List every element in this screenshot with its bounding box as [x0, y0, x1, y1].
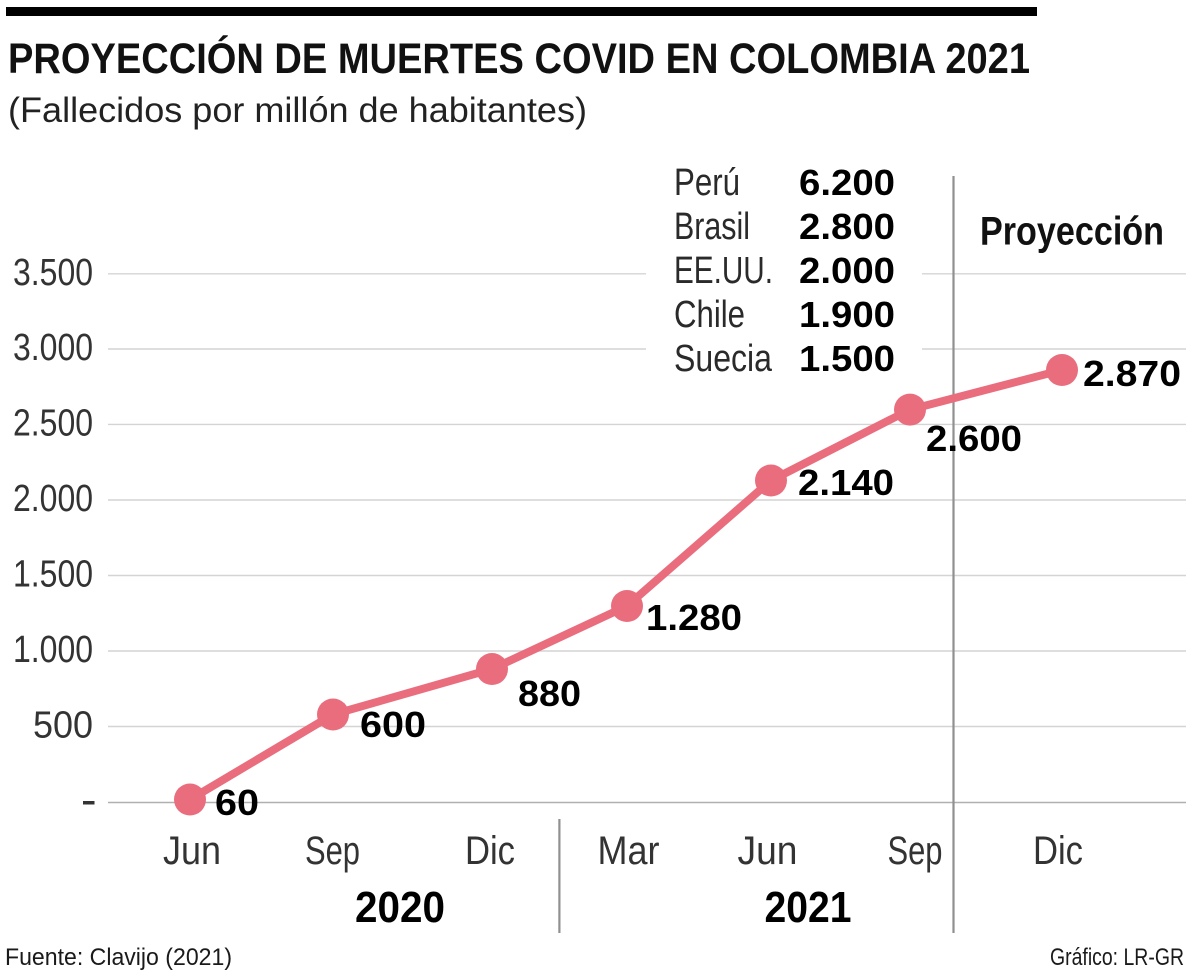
svg-text:Proyección: Proyección — [980, 210, 1164, 254]
svg-text:880: 880 — [518, 673, 581, 714]
svg-text:6.200: 6.200 — [799, 162, 895, 203]
svg-text:2.500: 2.500 — [13, 402, 93, 444]
svg-text:2.000: 2.000 — [13, 478, 93, 520]
svg-text:60: 60 — [215, 782, 259, 823]
svg-text:2.000: 2.000 — [799, 250, 895, 291]
svg-text:1.500: 1.500 — [13, 554, 93, 596]
svg-text:Sep: Sep — [888, 829, 943, 873]
svg-text:1.500: 1.500 — [799, 338, 895, 379]
svg-text:3.500: 3.500 — [13, 252, 93, 294]
svg-text:3.000: 3.000 — [13, 327, 93, 369]
svg-text:2.600: 2.600 — [926, 418, 1022, 459]
svg-text:Sep: Sep — [305, 829, 360, 873]
svg-text:1.280: 1.280 — [646, 597, 742, 638]
svg-text:Jun: Jun — [163, 829, 221, 873]
svg-text:Dic: Dic — [465, 829, 515, 873]
svg-text:(Fallecidos por millón de habi: (Fallecidos por millón de habitantes) — [8, 91, 587, 130]
svg-text:2.800: 2.800 — [799, 206, 895, 247]
svg-text:Chile: Chile — [674, 294, 745, 336]
svg-text:2.870: 2.870 — [1083, 353, 1181, 394]
svg-text:1.900: 1.900 — [799, 294, 895, 335]
svg-text:1.000: 1.000 — [13, 629, 93, 671]
svg-text:2020: 2020 — [355, 883, 445, 932]
svg-text:Brasil: Brasil — [674, 206, 750, 248]
svg-text:Suecia: Suecia — [674, 338, 773, 380]
svg-text:PROYECCIÓN DE MUERTES COVID EN: PROYECCIÓN DE MUERTES COVID EN COLOMBIA … — [8, 34, 1030, 83]
svg-text:Jun: Jun — [738, 829, 798, 873]
svg-text:EE.UU.: EE.UU. — [674, 250, 773, 292]
svg-text:Perú: Perú — [674, 162, 740, 204]
svg-text:Gráfico: LR-GR: Gráfico: LR-GR — [1050, 944, 1184, 971]
svg-text:Dic: Dic — [1033, 829, 1083, 873]
svg-text:500: 500 — [33, 705, 93, 747]
svg-text:Fuente: Clavijo (2021): Fuente: Clavijo (2021) — [5, 944, 232, 971]
svg-text:600: 600 — [360, 704, 426, 745]
svg-text:2.140: 2.140 — [798, 462, 894, 503]
svg-text:2021: 2021 — [765, 883, 852, 932]
svg-text:Mar: Mar — [598, 829, 660, 873]
